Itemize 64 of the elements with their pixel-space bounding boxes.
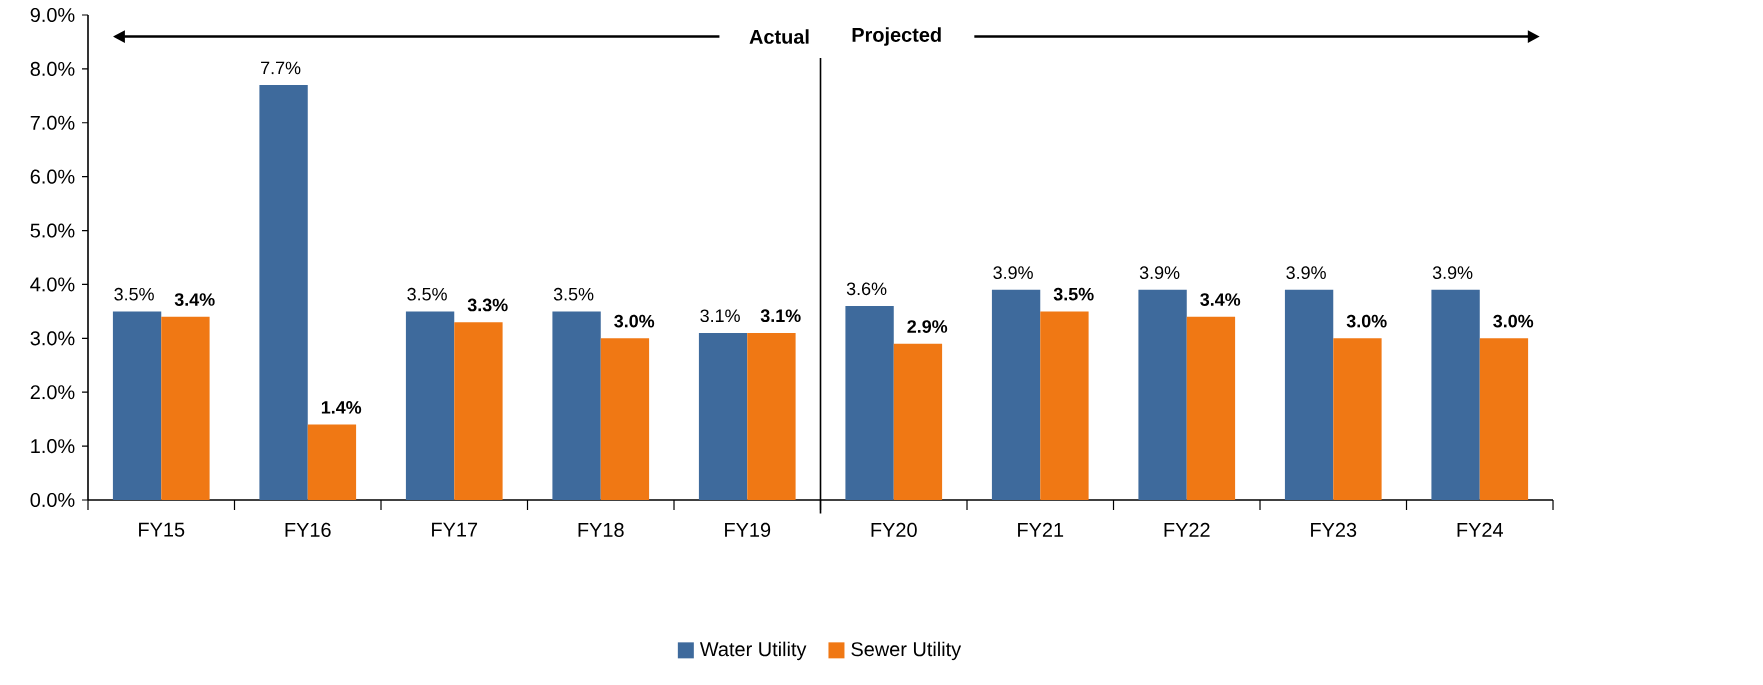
bar (1431, 289, 1480, 500)
x-tick-label: FY17 (432, 522, 478, 537)
bar (1138, 289, 1187, 500)
y-tick-label: 0.0% (30, 492, 75, 508)
bar (1040, 311, 1089, 500)
y-tick-label: 6.0% (30, 169, 75, 184)
x-tick-label: FY16 (285, 522, 331, 537)
annotation: Actual (749, 29, 809, 44)
y-tick-label: 4.0% (30, 277, 75, 292)
bar (259, 85, 308, 500)
bar (893, 343, 943, 500)
x-tick-label: FY21 (1018, 522, 1064, 537)
bar (552, 311, 601, 500)
y-tick-label: 9.0% (30, 7, 75, 23)
y-tick-label: 5.0% (30, 223, 75, 238)
data-label: 3.4% (174, 293, 215, 306)
x-tick-label: FY19 (725, 522, 771, 537)
bar (161, 316, 210, 500)
legend-label: Water Utility (699, 641, 807, 661)
data-label: 3.5% (1053, 287, 1094, 301)
data-label: 3.6% (846, 282, 887, 296)
x-tick-label: FY24 (1457, 522, 1503, 537)
x-tick-label: FY23 (1311, 522, 1357, 537)
data-label: 3.3% (467, 298, 508, 312)
data-label: 3.5% (114, 287, 154, 301)
bar (698, 332, 748, 500)
data-label: 3.4% (1200, 293, 1241, 306)
data-label: 3.5% (407, 287, 447, 301)
y-tick-label: 8.0% (30, 61, 75, 76)
data-label: 3.5% (553, 287, 594, 301)
bar (1186, 316, 1236, 500)
bar (307, 424, 357, 500)
data-label: 3.9% (1286, 266, 1326, 279)
y-tick-label: 1.0% (31, 439, 75, 454)
y-tick-label: 2.0% (30, 385, 75, 400)
bar (845, 306, 894, 500)
bar (600, 338, 650, 500)
x-tick-label: FY20 (871, 522, 917, 537)
data-label: 3.0% (614, 314, 655, 328)
data-label: 3.9% (1432, 266, 1473, 279)
x-tick-label: FY15 (139, 522, 185, 537)
annotation: Projected (852, 27, 941, 46)
legend-label: Sewer Utility (851, 641, 962, 661)
x-tick-label: FY22 (1164, 522, 1210, 537)
x-tick-label: FY18 (578, 522, 624, 537)
bar (112, 311, 162, 500)
data-label: 3.0% (1493, 314, 1534, 328)
bar (1284, 289, 1334, 500)
bar (405, 311, 455, 500)
data-label: 3.9% (993, 266, 1033, 279)
data-label: 2.9% (907, 320, 948, 333)
data-label: 3.0% (1346, 314, 1387, 328)
bar (991, 289, 1041, 500)
data-label: 3.1% (760, 309, 801, 323)
bar (1333, 338, 1382, 500)
data-label: 3.1% (700, 309, 740, 323)
bar (454, 322, 503, 500)
y-tick-label: 3.0% (30, 331, 75, 346)
bar (1479, 338, 1529, 500)
data-label: 7.7% (261, 61, 301, 75)
data-label: 3.9% (1139, 266, 1180, 279)
data-label: 1.4% (321, 401, 362, 414)
y-tick-label: 7.0% (30, 115, 75, 130)
bar (747, 332, 796, 500)
